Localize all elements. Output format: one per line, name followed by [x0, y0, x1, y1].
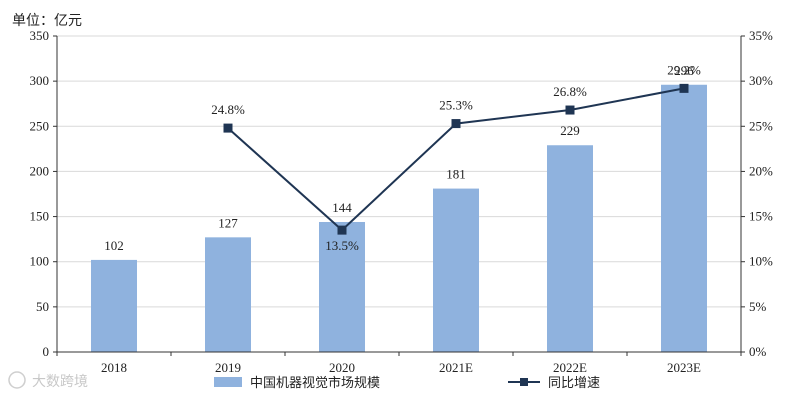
line-value-label: 13.5% — [325, 238, 359, 253]
x-tick-label: 2018 — [101, 360, 127, 375]
legend-line-marker — [520, 378, 528, 386]
x-tick-label: 2023E — [667, 360, 701, 375]
bar — [661, 84, 707, 353]
watermark-logo-icon — [8, 371, 26, 389]
bar-value-label: 229 — [560, 123, 580, 138]
left-tick-label: 100 — [30, 254, 50, 269]
right-tick-label: 30% — [749, 73, 773, 88]
bar — [91, 259, 137, 352]
axes: 0 50 100 150 200 250 300 350 0% 5% 10% 15% 20% 25% 30%… — [30, 28, 774, 375]
bar-value-label: 181 — [446, 167, 466, 182]
left-tick-label: 250 — [30, 118, 50, 133]
legend-line-label: 同比增速 — [548, 376, 600, 391]
right-tick-label: 5% — [749, 299, 767, 314]
bar-value-label: 102 — [104, 238, 124, 253]
legend-bar-swatch — [214, 377, 242, 387]
bar-series — [91, 84, 707, 353]
line-marker — [223, 123, 233, 133]
line-marker — [565, 105, 575, 115]
right-tick-label: 15% — [749, 209, 773, 224]
line-series — [223, 83, 689, 235]
bar-value-label: 127 — [218, 215, 238, 230]
bar — [205, 237, 251, 352]
right-tick-label: 35% — [749, 28, 773, 43]
bar — [547, 145, 593, 352]
line-value-label: 25.3% — [439, 98, 473, 113]
line-value-label: 26.8% — [553, 84, 587, 99]
line-marker — [337, 225, 347, 235]
x-tick-label: 2021E — [439, 360, 473, 375]
x-tick-label: 2020 — [329, 360, 355, 375]
left-tick-label: 50 — [36, 299, 49, 314]
legend: 中国机器视觉市场规模 同比增速 — [214, 375, 600, 391]
line-value-label: 29.2% — [667, 62, 701, 77]
legend-bar-label: 中国机器视觉市场规模 — [250, 375, 380, 391]
right-tick-label: 20% — [749, 163, 773, 178]
right-tick-label: 10% — [749, 254, 773, 269]
bar — [319, 221, 365, 352]
bar — [433, 188, 479, 352]
line-marker — [679, 83, 689, 93]
left-tick-label: 200 — [30, 163, 50, 178]
left-tick-label: 150 — [30, 209, 50, 224]
left-tick-label: 350 — [30, 28, 50, 43]
unit-label: 单位：亿元 — [12, 13, 82, 29]
gridlines — [57, 35, 741, 308]
watermark: 大数跨境 — [8, 371, 88, 390]
bar-value-label: 144 — [332, 200, 352, 215]
x-tick-label: 2022E — [553, 360, 587, 375]
left-tick-label: 300 — [30, 73, 50, 88]
bar-value-label: 296 — [674, 63, 694, 78]
line-value-label: 24.8% — [211, 102, 245, 117]
right-tick-label: 25% — [749, 118, 773, 133]
right-tick-label: 0% — [749, 344, 767, 359]
left-tick-label: 0 — [43, 344, 50, 359]
watermark-text: 大数跨境 — [32, 374, 88, 390]
x-tick-label: 2019 — [215, 360, 241, 375]
line-marker — [451, 119, 461, 129]
data-labels: 102 127 144 181 229 296 24.8% 13.5% 25.3% 26.8% 29… — [104, 62, 701, 253]
